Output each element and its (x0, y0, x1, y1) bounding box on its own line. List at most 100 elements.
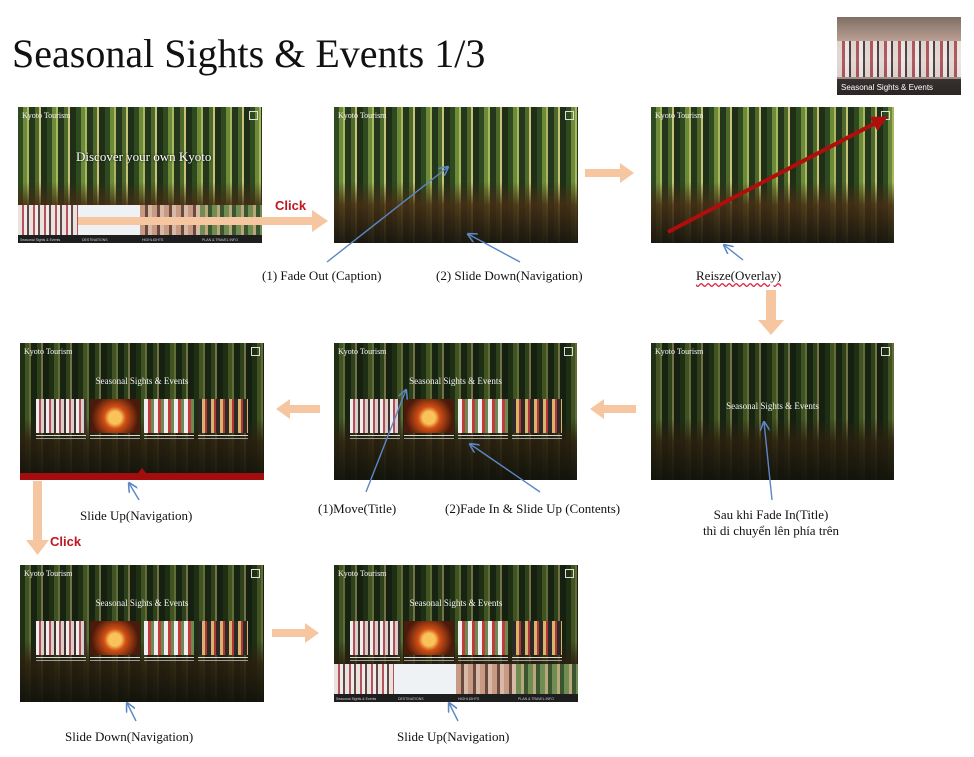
navigation-toggle-bar[interactable] (20, 468, 264, 480)
event-card[interactable] (144, 621, 194, 663)
menu-icon[interactable] (881, 111, 890, 120)
card-text (350, 657, 400, 663)
site-logo[interactable]: Kyoto Tourism (655, 111, 704, 120)
nav-image-plan[interactable] (516, 664, 578, 694)
site-logo[interactable]: Kyoto Tourism (22, 111, 71, 120)
event-card[interactable] (458, 621, 508, 663)
menu-icon[interactable] (249, 111, 258, 120)
site-logo[interactable]: Kyoto Tourism (338, 569, 387, 578)
event-cards (350, 621, 562, 669)
step-label-fade-out: (1) Fade Out (Caption) (262, 268, 382, 283)
step-label-slide-down: (2) Slide Down(Navigation) (436, 268, 583, 283)
card-text (512, 435, 562, 441)
thumbnail-caption: Seasonal Sights & Events (841, 83, 934, 92)
card-text (36, 435, 86, 441)
nav-image-highlights[interactable] (456, 664, 516, 694)
site-logo[interactable]: Kyoto Tourism (655, 347, 704, 356)
event-cards (350, 399, 562, 447)
card-text (458, 435, 508, 441)
event-card[interactable] (198, 399, 248, 441)
flow-arrow-down-1 (758, 290, 784, 335)
click-label: Click (50, 534, 82, 549)
nav-label-strip (18, 235, 262, 243)
step-label-contents: (2)Fade In & Slide Up (Contents) (445, 501, 621, 516)
annotation-arrow-slide-up-2 (449, 703, 459, 722)
menu-icon[interactable] (251, 569, 260, 578)
card-text (198, 435, 248, 441)
card-text (404, 435, 454, 441)
site-logo[interactable]: Kyoto Tourism (24, 347, 73, 356)
section-title: Seasonal Sights & Events (409, 376, 502, 386)
event-card[interactable] (350, 399, 400, 441)
nav-label-highlights[interactable]: HIGHLIGHTS (458, 697, 480, 701)
nav-label-highlights[interactable]: HIGHLIGHTS (142, 238, 164, 242)
menu-icon[interactable] (565, 569, 574, 578)
card-text (458, 657, 508, 663)
click-label: Click (275, 198, 307, 213)
event-card[interactable] (90, 399, 140, 441)
screen-nav-tab: Kyoto Tourism Seasonal Sights & Events (20, 343, 264, 480)
event-card[interactable] (144, 399, 194, 441)
event-card[interactable] (36, 399, 86, 441)
event-card[interactable] (458, 399, 508, 441)
nav-label-plan[interactable]: PLAN & TRAVEL INFO (518, 697, 554, 701)
card-text (90, 435, 140, 441)
annotation-arrow-slide-down-2 (127, 703, 137, 722)
screen-nav-open: Kyoto Tourism Seasonal Sights & Events S… (334, 565, 578, 702)
nav-image-destinations[interactable] (78, 205, 140, 235)
event-card[interactable] (198, 621, 248, 663)
event-card[interactable] (90, 621, 140, 663)
nav-label-plan[interactable]: PLAN & TRAVEL INFO (202, 238, 238, 242)
nav-image-destinations[interactable] (394, 664, 456, 694)
card-text (512, 657, 562, 663)
nav-image-seasonal[interactable] (334, 664, 394, 694)
flow-arrow-left-2 (276, 399, 320, 419)
card-text (90, 657, 140, 663)
step-label-fade-in-title: Sau khi Fade In(Title) thì di chuyển lên… (684, 507, 858, 539)
menu-icon[interactable] (881, 347, 890, 356)
section-title: Seasonal Sights & Events (726, 401, 819, 411)
event-card[interactable] (350, 621, 400, 663)
section-title: Seasonal Sights & Events (409, 598, 503, 608)
site-logo[interactable]: Kyoto Tourism (338, 347, 387, 356)
nav-label-destinations[interactable]: DESTINATIONS (398, 697, 424, 701)
screen-nav-hidden: Kyoto Tourism (334, 107, 578, 243)
nav-image-highlights[interactable] (140, 205, 200, 235)
event-card[interactable] (512, 621, 562, 663)
nav-label-seasonal[interactable]: Seasonal Sights & Events (20, 238, 61, 242)
festival-crowd-image (837, 41, 961, 77)
screen-title-fade-in: Kyoto Tourism Seasonal Sights & Events (651, 343, 894, 480)
section-title: Seasonal Sights & Events (95, 598, 189, 608)
fade-in-title-line-1: Sau khi Fade In(Title) (713, 507, 829, 522)
nav-image-plan[interactable] (200, 205, 262, 235)
step-label-resize: Reisze(Overlay) (696, 268, 781, 284)
annotation-arrow-resize (724, 245, 744, 261)
resize-label-text: Reisze(Overlay) (696, 268, 782, 283)
flow-arrow-right-2 (585, 163, 634, 183)
navigation-bar: Seasonal Sights & Events DESTINATIONS HI… (334, 664, 578, 702)
step-label-move-title: (1)Move(Title) (318, 501, 397, 516)
event-card[interactable] (404, 399, 454, 441)
nav-image-seasonal[interactable] (18, 205, 78, 235)
flow-arrow-left-1 (590, 399, 636, 419)
flow-arrow-down-2 (26, 481, 49, 555)
event-card[interactable] (512, 399, 562, 441)
menu-icon[interactable] (564, 347, 573, 356)
site-logo[interactable]: Kyoto Tourism (24, 569, 73, 578)
thumbnail-caption-bar (837, 79, 961, 95)
annotation-arrow-slide-up-1 (129, 483, 140, 501)
menu-icon[interactable] (251, 347, 260, 356)
event-card[interactable] (36, 621, 86, 663)
nav-label-seasonal[interactable]: Seasonal Sights & Events (336, 697, 377, 701)
screen-initial: Kyoto Tourism Discover your own Kyoto Se… (18, 107, 262, 243)
nav-label-destinations[interactable]: DESTINATIONS (82, 238, 108, 242)
flow-arrow-right-3 (272, 623, 319, 643)
card-text (350, 435, 400, 441)
screen-nav-closed: Kyoto Tourism Seasonal Sights & Events (20, 565, 264, 702)
card-text (198, 657, 248, 663)
event-card[interactable] (404, 621, 454, 663)
menu-icon[interactable] (565, 111, 574, 120)
preview-thumbnail: Seasonal Sights & Events (837, 17, 961, 95)
site-logo[interactable]: Kyoto Tourism (338, 111, 387, 120)
card-text (144, 657, 194, 663)
